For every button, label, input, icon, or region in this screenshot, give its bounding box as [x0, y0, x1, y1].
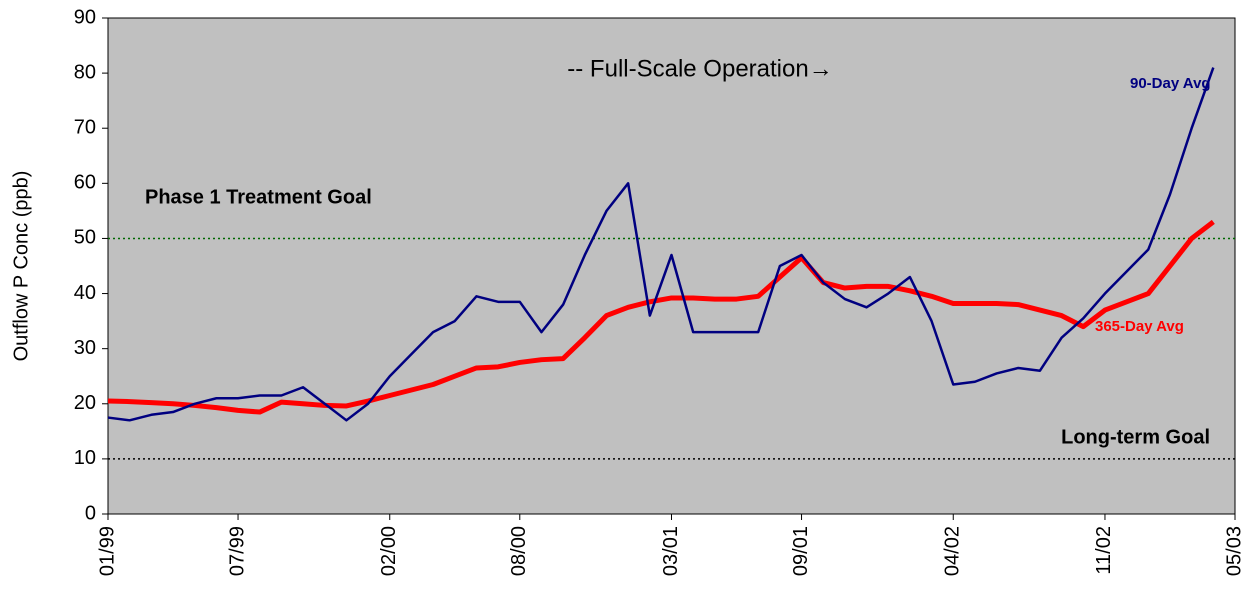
y-tick-label: 10 [74, 447, 96, 469]
y-tick-label: 0 [85, 502, 96, 524]
x-tick-label: 11/02 [1093, 526, 1115, 575]
plot-area [107, 17, 1236, 515]
x-tick-label: 01/99 [96, 526, 118, 576]
x-tick-label: 09/01 [790, 526, 812, 576]
series-line [107, 67, 1215, 422]
y-axis-label: Outflow P Conc (ppb) [10, 171, 32, 362]
x-tick-label: 05/03 [1223, 526, 1241, 576]
y-tick-label: 80 [74, 61, 96, 83]
x-tick-label: 02/00 [378, 526, 400, 576]
reference-label: Long-term Goal [1061, 426, 1210, 448]
x-tick-label: 08/00 [508, 526, 530, 576]
reference-label: Phase 1 Treatment Goal [145, 186, 372, 208]
y-tick-label: 40 [74, 282, 96, 304]
x-tick-label: 03/01 [660, 526, 682, 576]
x-tick-label: 04/02 [942, 526, 964, 576]
series-label: 365-Day Avg [1095, 318, 1184, 335]
y-tick-label: 50 [74, 227, 96, 249]
y-tick-label: 60 [74, 172, 96, 194]
y-tick-label: 90 [74, 6, 96, 28]
series-line [107, 219, 1215, 415]
y-tick-label: 70 [74, 117, 96, 139]
y-tick-label: 30 [74, 337, 96, 359]
y-tick-label: 20 [74, 392, 96, 414]
series-label: 90-Day Avg [1130, 75, 1211, 92]
annotation: -- Full-Scale Operation→ [567, 55, 832, 82]
x-tick-label: 07/99 [226, 526, 248, 576]
